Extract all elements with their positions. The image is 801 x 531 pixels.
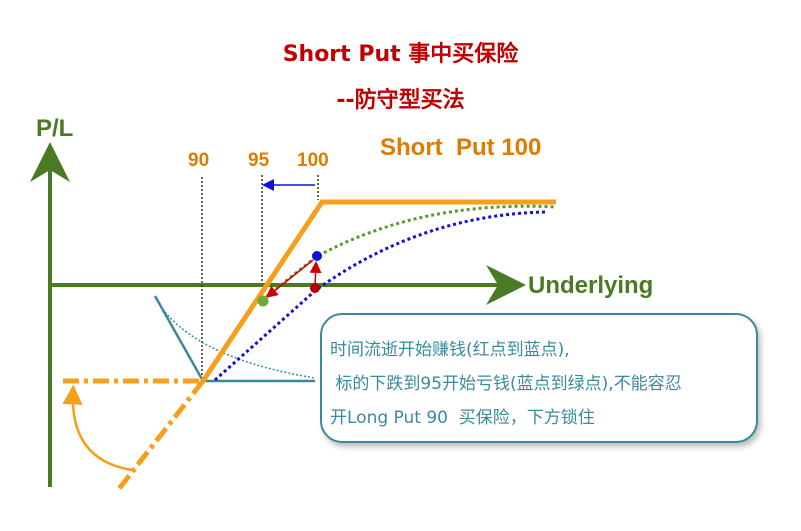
x-axis-label: Underlying xyxy=(528,272,653,299)
title-line-2: --防守型买法 xyxy=(336,88,465,113)
y-axis-label: P/L xyxy=(36,115,73,142)
long-put-time-curve xyxy=(164,311,316,379)
short-put-curve-later xyxy=(261,204,557,302)
strike-label-95: 95 xyxy=(248,150,270,171)
callout-box: 时间流逝开始赚钱(红点到蓝点), 标的下跌到95开始亏钱(蓝点到绿点),不能容忍… xyxy=(320,313,758,443)
callout-line-2: 标的下跌到95开始亏钱(蓝点到绿点),不能容忍 xyxy=(330,374,682,394)
title-line-1: Short Put 事中买保险 xyxy=(282,42,519,67)
callout-line-1: 时间流逝开始赚钱(红点到蓝点), xyxy=(330,340,570,360)
red-dot xyxy=(310,283,320,293)
callout-line-3: 开Long Put 90 买保险，下方锁住 xyxy=(330,408,595,428)
unhedged-extension xyxy=(116,379,205,492)
green-dot xyxy=(257,295,269,307)
hedge-rotation-arrow xyxy=(62,384,133,472)
strike-label-90: 90 xyxy=(188,150,209,171)
strike-label-100: 100 xyxy=(297,150,329,171)
blue-dot xyxy=(312,251,322,261)
blue-to-green-arrow xyxy=(265,259,314,298)
red-to-blue-arrow xyxy=(309,261,322,287)
short-put-payoff xyxy=(200,199,556,383)
long-put-payoff xyxy=(153,295,315,383)
strategy-label: Short Put 100 xyxy=(380,134,541,161)
